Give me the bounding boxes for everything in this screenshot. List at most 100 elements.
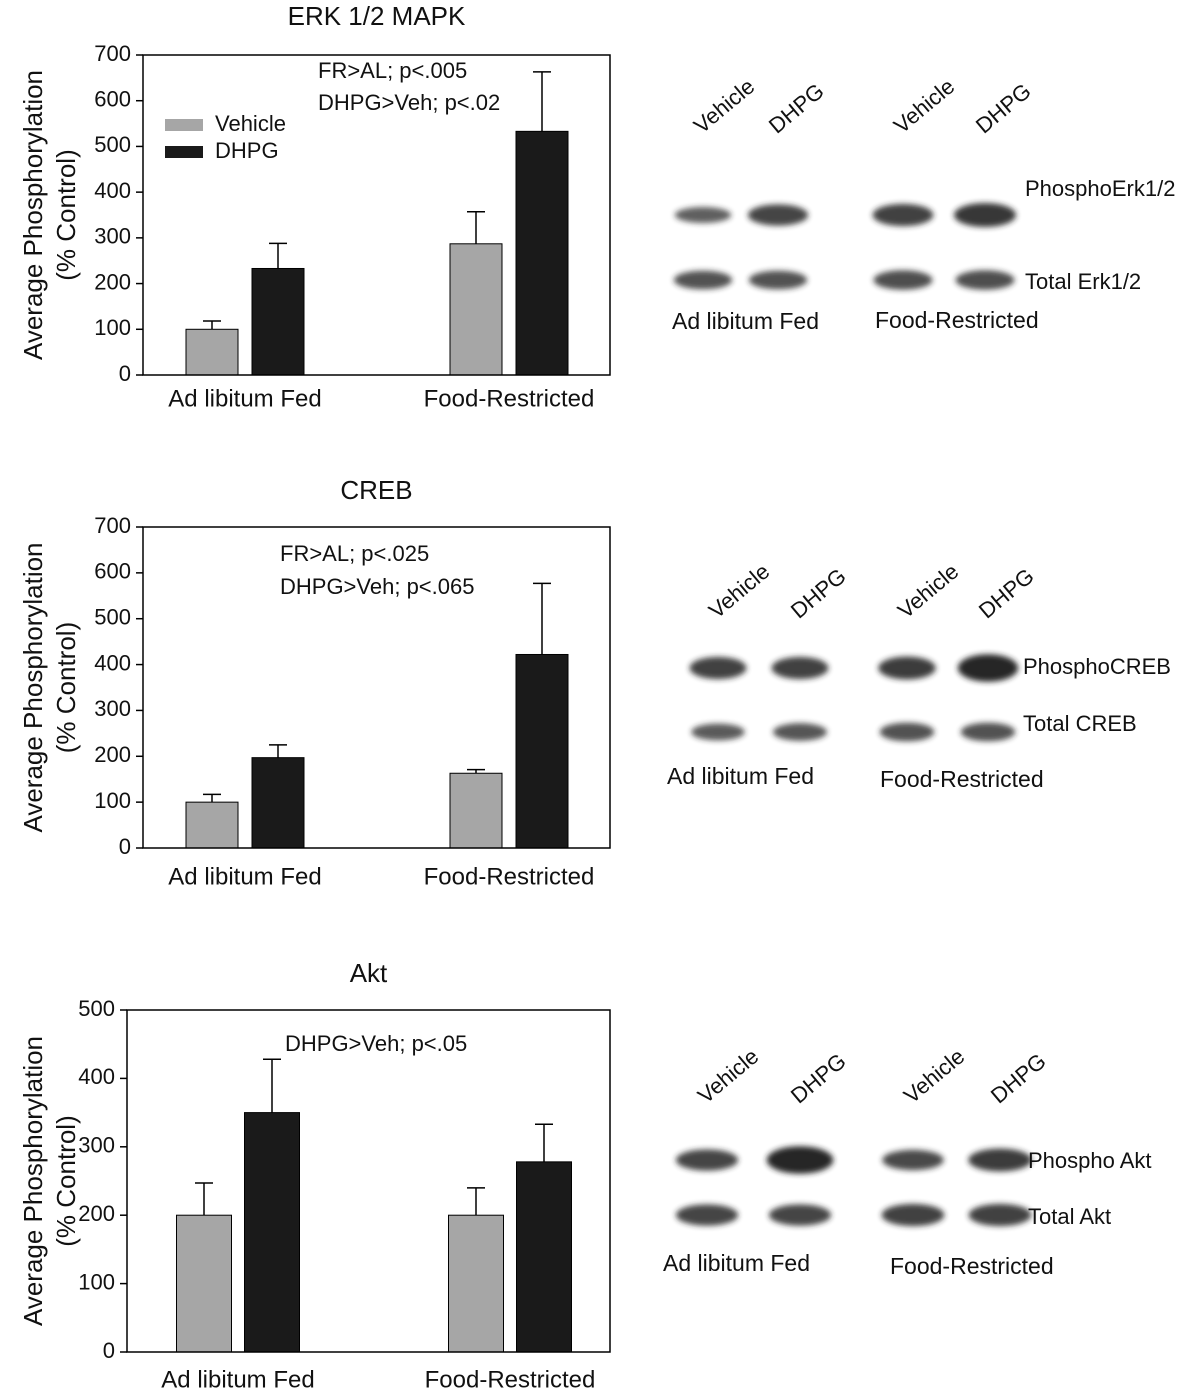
y-tick-label: 200 [78, 1201, 115, 1226]
blot-band [675, 1204, 739, 1226]
blot-band [878, 656, 936, 680]
y-axis-label: (% Control) [51, 1115, 81, 1246]
lane-label: DHPG [974, 563, 1039, 623]
lane-label: Vehicle [889, 74, 959, 139]
blot-band [881, 1203, 945, 1227]
blot-band [675, 1149, 739, 1171]
chart-title: CREB [340, 475, 412, 505]
annotation: FR>AL; p<.005 [318, 58, 467, 83]
bar [244, 1112, 300, 1353]
y-tick-label: 600 [94, 559, 131, 584]
row-label: Total CREB [1023, 711, 1137, 736]
bar [449, 772, 503, 849]
x-tick-label: Food-Restricted [424, 385, 595, 412]
blot-band [955, 270, 1015, 290]
lane-label: DHPG [986, 1048, 1051, 1108]
y-tick-label: 500 [94, 132, 131, 157]
blot-band [882, 1149, 944, 1171]
lane-label: Vehicle [693, 1044, 763, 1109]
blot-band [968, 1203, 1032, 1227]
bar [515, 130, 569, 376]
legend-swatch [165, 146, 203, 158]
row-label: PhosphoCREB [1023, 654, 1171, 679]
y-tick-label: 0 [119, 834, 131, 859]
group-label: Ad libitum Fed [663, 1250, 810, 1276]
y-tick-label: 0 [119, 361, 131, 386]
y-axis-label: Average Phosphorylation [18, 1036, 48, 1326]
bar [449, 243, 503, 376]
bar [251, 757, 305, 849]
plot-frame [126, 1009, 611, 1353]
blot-band [768, 1204, 832, 1226]
blot-band [960, 722, 1016, 742]
y-tick-label: 400 [94, 650, 131, 675]
blot-band [771, 656, 829, 680]
chart-title: Akt [350, 958, 388, 988]
lane-label: DHPG [786, 1048, 851, 1108]
y-tick-label: 200 [94, 742, 131, 767]
lane-label: DHPG [764, 78, 829, 138]
y-axis-label: (% Control) [51, 149, 81, 280]
annotation: DHPG>Veh; p<.065 [280, 574, 474, 599]
lane-label: Vehicle [893, 559, 963, 624]
row-label: PhosphoErk1/2 [1025, 176, 1175, 201]
blot-band [689, 656, 747, 680]
bar [448, 1214, 504, 1353]
y-tick-label: 700 [94, 41, 131, 66]
group-label: Food-Restricted [890, 1253, 1054, 1279]
blot-band [873, 270, 933, 290]
y-axis-label: Average Phosphorylation [18, 542, 48, 832]
group-label: Ad libitum Fed [667, 763, 814, 789]
y-tick-label: 100 [78, 1269, 115, 1294]
x-tick-label: Ad libitum Fed [161, 1366, 314, 1393]
group-label: Ad libitum Fed [672, 308, 819, 334]
blot-band [673, 270, 733, 290]
lane-label: DHPG [971, 78, 1036, 138]
lane-label: Vehicle [689, 74, 759, 139]
lane-label: DHPG [786, 563, 851, 623]
row-label: Total Erk1/2 [1025, 269, 1141, 294]
row-label: Total Akt [1028, 1204, 1111, 1229]
blot-band [954, 203, 1016, 227]
bar [185, 328, 239, 376]
annotation: DHPG>Veh; p<.02 [318, 90, 500, 115]
legend-swatch [165, 119, 203, 131]
y-tick-label: 300 [94, 696, 131, 721]
y-tick-label: 0 [103, 1338, 115, 1363]
plot-frame [142, 526, 611, 849]
bar [176, 1214, 232, 1353]
lane-label: Vehicle [704, 559, 774, 624]
y-tick-label: 100 [94, 315, 131, 340]
x-tick-label: Ad libitum Fed [168, 385, 321, 412]
row-label: Phospho Akt [1028, 1148, 1152, 1173]
blot-band [879, 722, 935, 742]
y-axis-label: (% Control) [51, 622, 81, 753]
y-tick-label: 300 [94, 224, 131, 249]
blot-band [766, 1146, 834, 1174]
y-tick-label: 200 [94, 269, 131, 294]
y-tick-label: 700 [94, 513, 131, 538]
y-axis-label: Average Phosphorylation [18, 70, 48, 360]
blot-band [957, 654, 1019, 682]
blot-band [674, 207, 732, 223]
chart-title: ERK 1/2 MAPK [288, 1, 466, 31]
bar [185, 801, 239, 849]
plot-frame [142, 54, 611, 376]
legend-label: DHPG [215, 138, 279, 163]
x-tick-label: Food-Restricted [425, 1366, 596, 1393]
y-tick-label: 100 [94, 788, 131, 813]
blot-band [748, 270, 808, 290]
lane-label: Vehicle [899, 1044, 969, 1109]
annotation: DHPG>Veh; p<.05 [285, 1031, 467, 1056]
bar [515, 653, 569, 849]
blot-band [968, 1148, 1032, 1172]
x-tick-label: Food-Restricted [424, 863, 595, 890]
y-tick-label: 400 [78, 1064, 115, 1089]
legend-label: Vehicle [215, 111, 286, 136]
y-tick-label: 500 [78, 996, 115, 1021]
bar [516, 1161, 572, 1353]
y-tick-label: 300 [78, 1133, 115, 1158]
group-label: Food-Restricted [875, 307, 1039, 333]
x-tick-label: Ad libitum Fed [168, 863, 321, 890]
